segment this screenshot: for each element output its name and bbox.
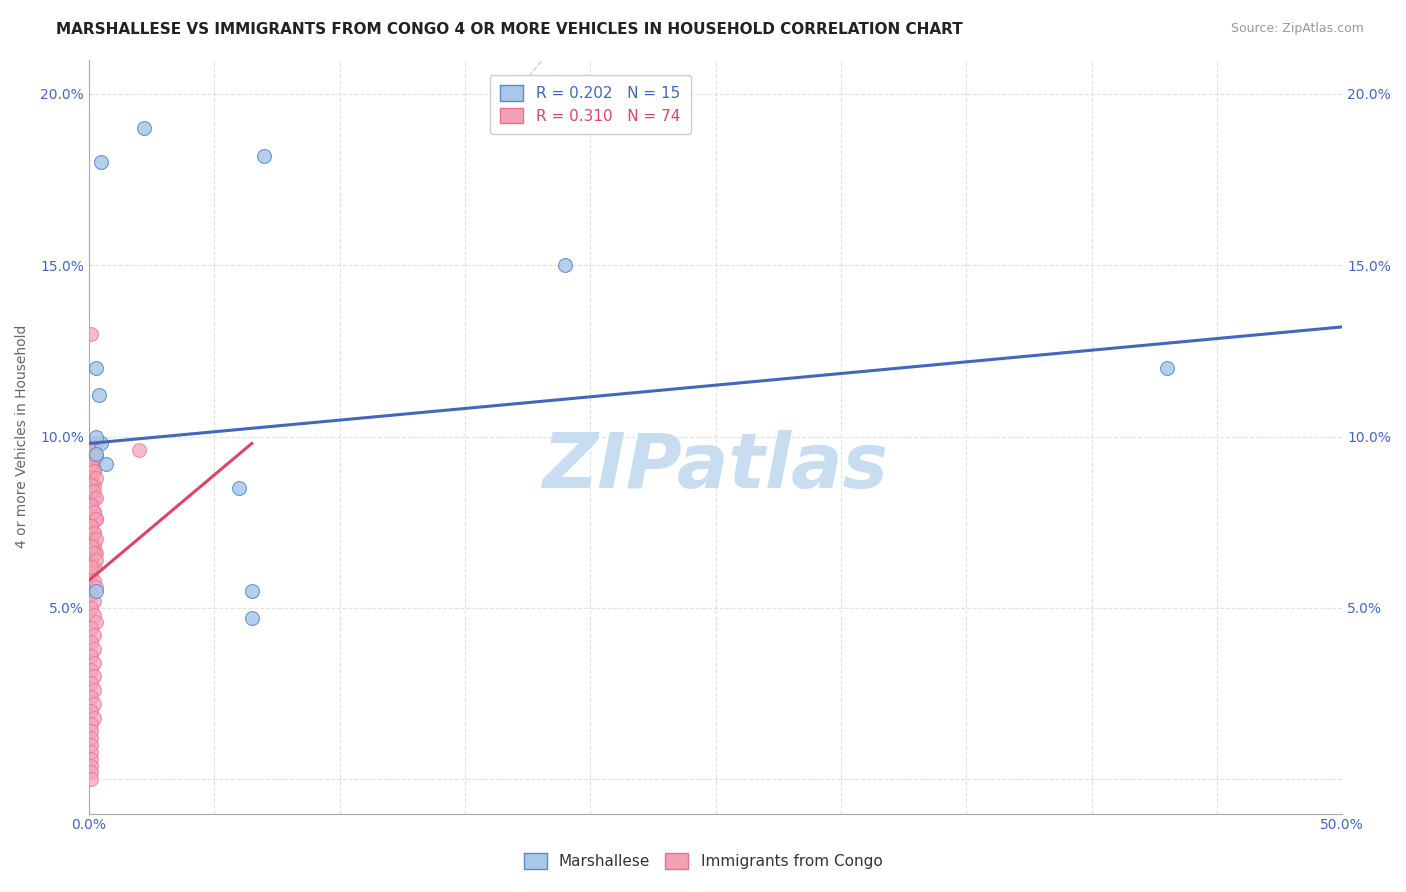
Point [554, 258, 576, 272]
Point [86, 429, 108, 443]
Point [86, 533, 108, 547]
Point [80, 765, 103, 780]
Point [83, 574, 105, 588]
Point [80, 738, 103, 752]
Point [90, 436, 112, 450]
Text: Source: ZipAtlas.com: Source: ZipAtlas.com [1230, 22, 1364, 36]
Point [86, 450, 108, 464]
Point [83, 443, 105, 458]
Point [83, 546, 105, 560]
Point [86, 471, 108, 485]
Point [86, 512, 108, 526]
Point [80, 436, 103, 450]
Point [228, 481, 250, 495]
Text: ZIPatlas: ZIPatlas [543, 430, 889, 504]
Point [96, 457, 118, 471]
Point [83, 457, 105, 471]
Point [80, 559, 103, 574]
Point [80, 587, 103, 601]
Point [90, 155, 112, 169]
Point [80, 772, 103, 787]
Point [83, 436, 105, 450]
Point [80, 539, 103, 553]
Point [83, 669, 105, 683]
Point [80, 477, 103, 491]
Point [86, 512, 108, 526]
Point [80, 443, 103, 458]
Point [83, 464, 105, 478]
Point [86, 546, 108, 560]
Point [83, 477, 105, 491]
Point [83, 607, 105, 622]
Text: MARSHALLESE VS IMMIGRANTS FROM CONGO 4 OR MORE VEHICLES IN HOUSEHOLD CORRELATION: MARSHALLESE VS IMMIGRANTS FROM CONGO 4 O… [56, 22, 963, 37]
Point [83, 559, 105, 574]
Point [132, 121, 155, 136]
Point [86, 361, 108, 376]
Point [83, 505, 105, 519]
Point [80, 326, 103, 341]
Legend: R = 0.202   N = 15, R = 0.310   N = 74: R = 0.202 N = 15, R = 0.310 N = 74 [489, 75, 690, 135]
Point [83, 491, 105, 506]
Point [80, 533, 103, 547]
Point [240, 583, 263, 598]
Point [80, 553, 103, 567]
Point [83, 464, 105, 478]
Point [240, 611, 263, 625]
Point [80, 566, 103, 581]
Point [83, 683, 105, 698]
Legend: Marshallese, Immigrants from Congo: Marshallese, Immigrants from Congo [517, 847, 889, 875]
Point [83, 525, 105, 540]
Point [80, 690, 103, 704]
Point [83, 505, 105, 519]
Point [80, 704, 103, 718]
Point [80, 717, 103, 731]
Point [83, 539, 105, 553]
Point [83, 525, 105, 540]
Point [1156, 361, 1178, 376]
Point [83, 642, 105, 657]
Point [80, 457, 103, 471]
Point [83, 697, 105, 711]
Point [86, 580, 108, 594]
Point [80, 724, 103, 739]
Point [86, 553, 108, 567]
Point [80, 648, 103, 663]
Point [86, 436, 108, 450]
Point [86, 583, 108, 598]
Point [83, 484, 105, 499]
Point [80, 436, 103, 450]
Point [83, 710, 105, 724]
Point [80, 663, 103, 677]
Point [80, 752, 103, 766]
Point [128, 443, 150, 458]
Point [83, 656, 105, 670]
Point [80, 745, 103, 759]
Point [80, 498, 103, 512]
Point [86, 491, 108, 506]
Point [86, 447, 108, 461]
Point [80, 601, 103, 615]
Point [80, 471, 103, 485]
Point [80, 518, 103, 533]
Point [80, 676, 103, 690]
Point [253, 148, 276, 162]
Point [80, 758, 103, 772]
Point [80, 731, 103, 746]
Point [80, 622, 103, 636]
Point [86, 615, 108, 629]
Point [83, 628, 105, 642]
Point [80, 457, 103, 471]
Point [83, 450, 105, 464]
Point [83, 594, 105, 608]
Point [80, 518, 103, 533]
Point [80, 484, 103, 499]
Point [87, 388, 110, 402]
Point [80, 635, 103, 649]
Point [80, 498, 103, 512]
Y-axis label: 4 or more Vehicles in Household: 4 or more Vehicles in Household [15, 325, 30, 549]
